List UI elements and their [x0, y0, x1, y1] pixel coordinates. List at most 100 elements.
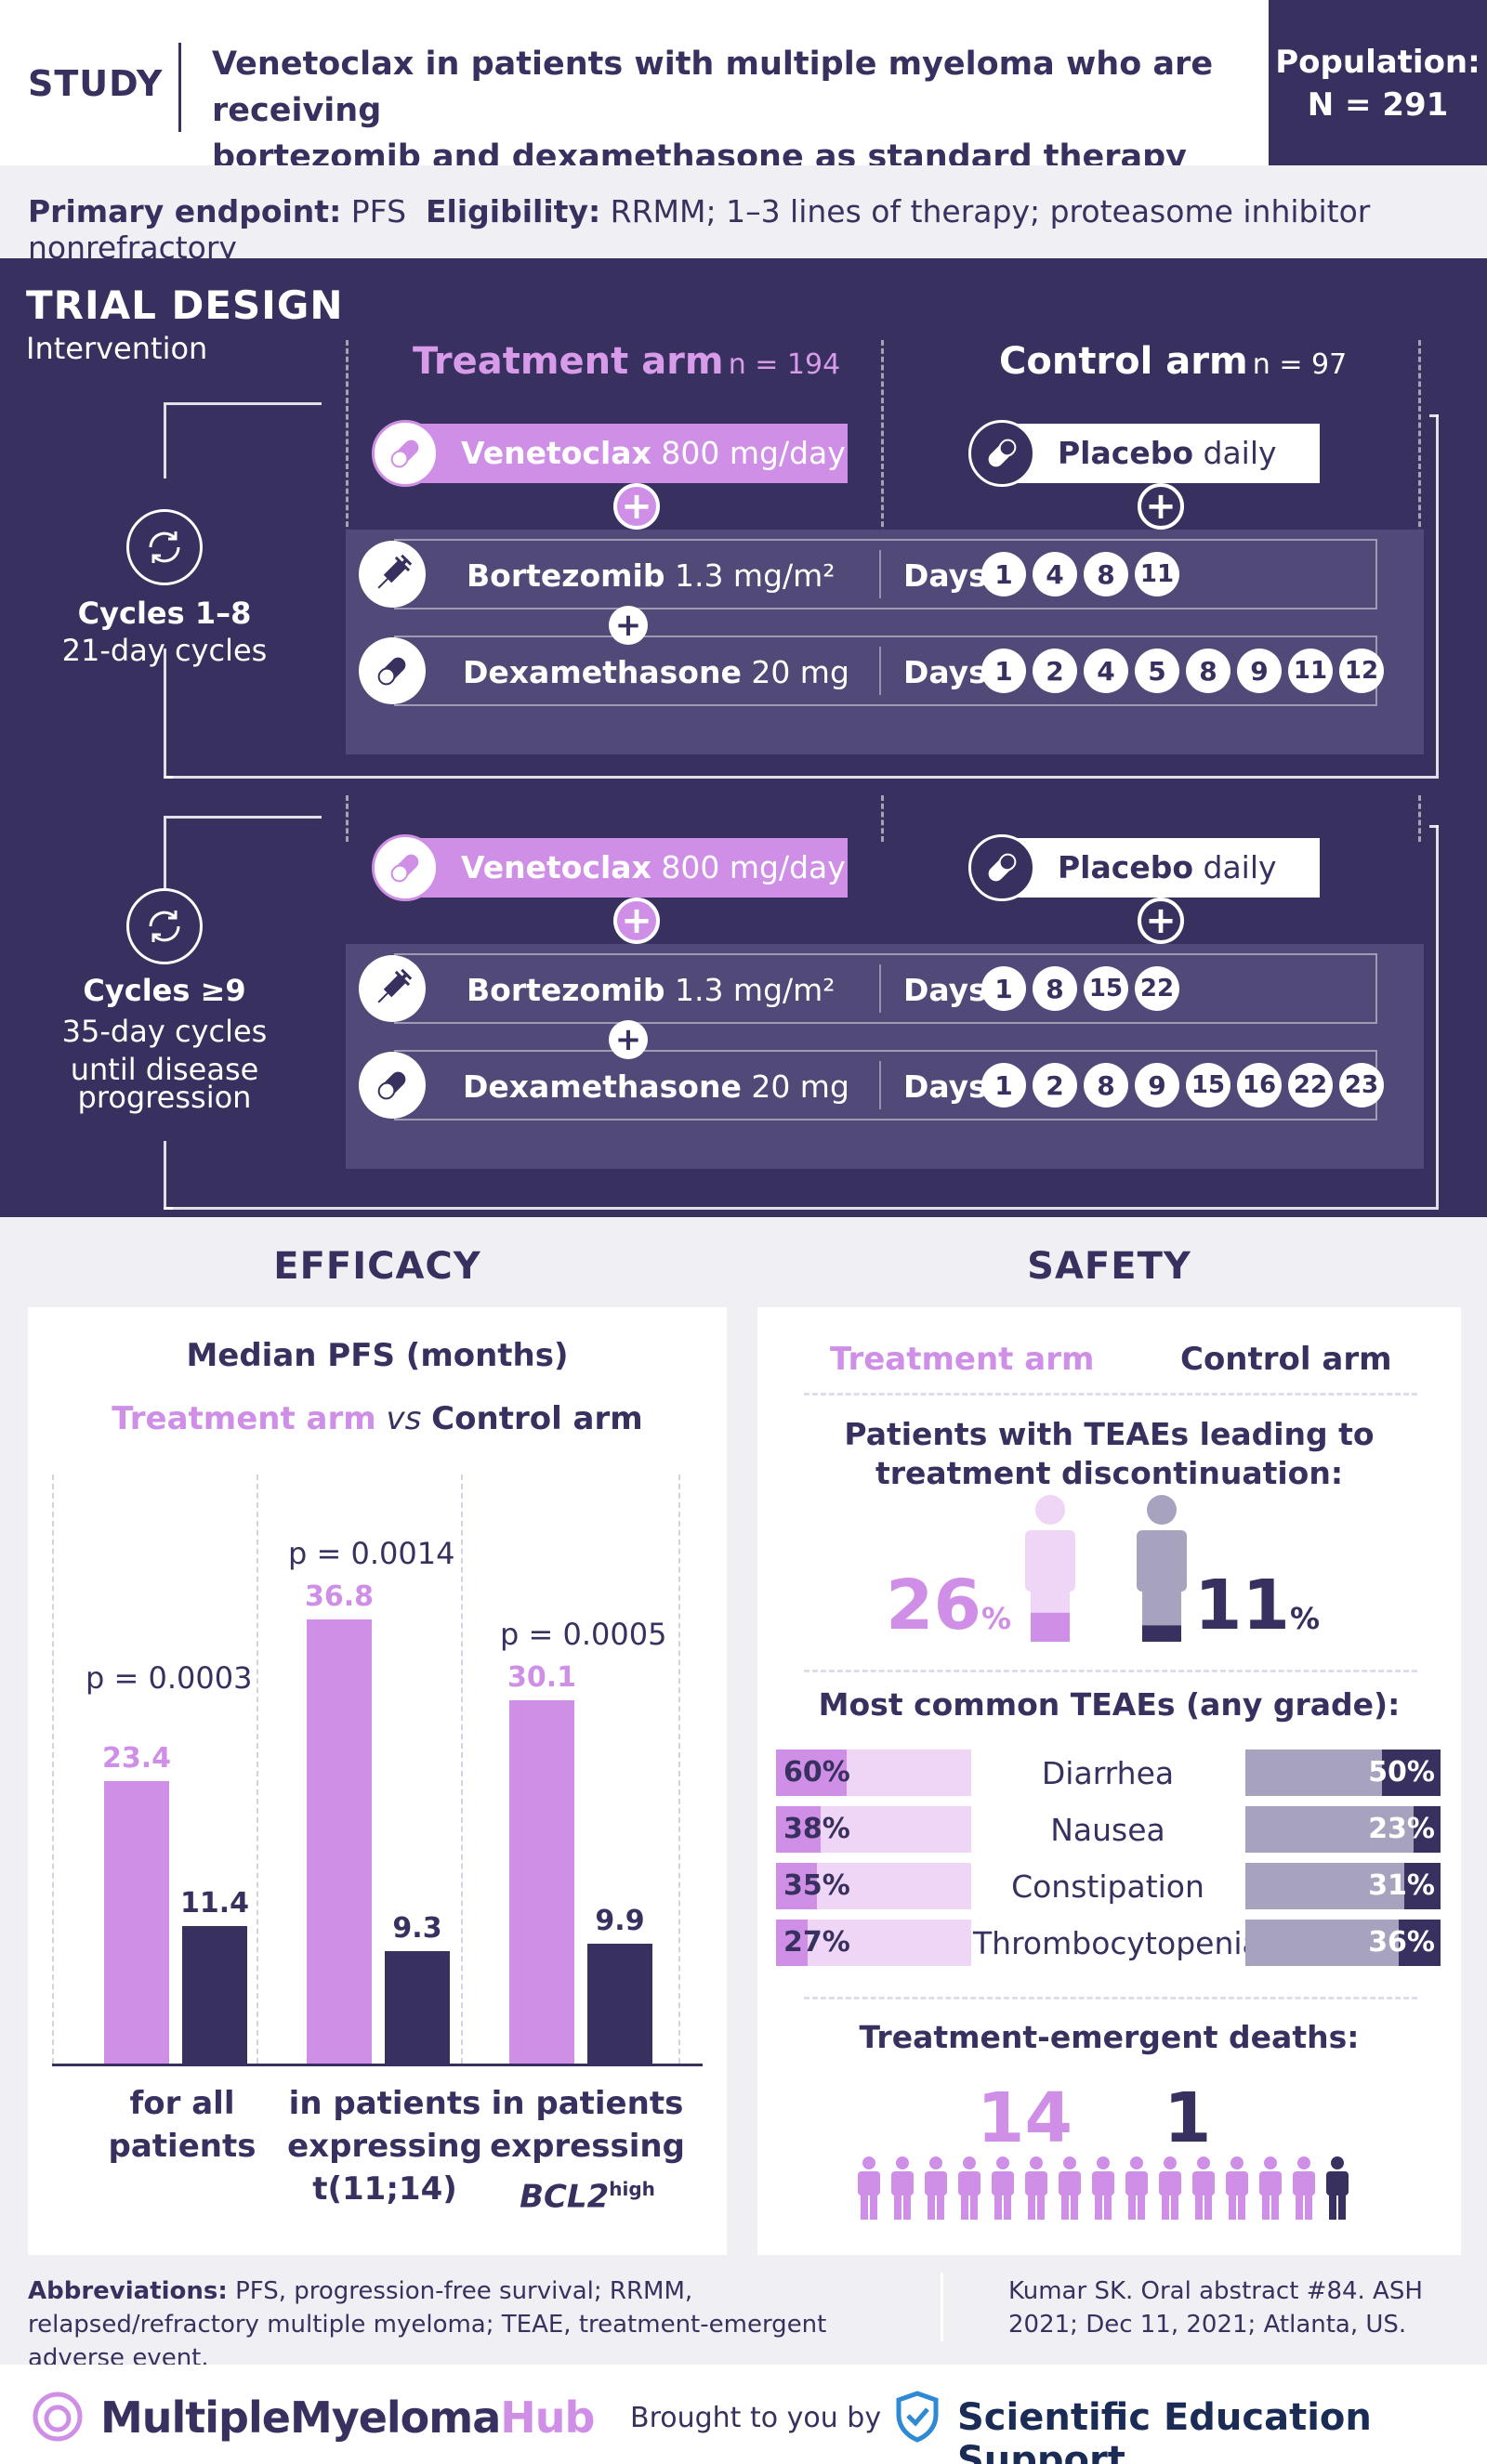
efficacy-title: EFFICACY	[273, 1245, 481, 1288]
day-circle: 23	[1339, 1063, 1384, 1107]
efficacy-panel: Median PFS (months) Treatment arm vs Con…	[28, 1307, 727, 2255]
teae-control-value: 23%	[1368, 1813, 1435, 1845]
day-circle: 5	[1135, 649, 1179, 693]
bortezomib-days: 1 8 15 22	[981, 966, 1372, 1013]
person-icon	[1025, 1495, 1075, 1642]
bar-value-label: 36.8	[304, 1579, 375, 1613]
bortezomib-dose: 1.3 mg/m²	[674, 972, 836, 1008]
venetoclax-dose: 800 mg/day	[661, 435, 846, 471]
cycle-bracket-side	[164, 853, 173, 890]
day-circle: 4	[1033, 552, 1077, 596]
column-divider	[881, 795, 884, 842]
day-circle: 9	[1237, 649, 1282, 693]
study-label: STUDY	[28, 63, 164, 104]
legend-treatment: Treatment arm	[112, 1400, 376, 1437]
bar-control	[182, 1925, 247, 2064]
teae-control-fill	[1414, 1806, 1441, 1853]
primary-endpoint-value: PFS	[350, 193, 407, 229]
trial-design-section: TRIAL DESIGN Intervention Treatment arm …	[0, 258, 1487, 1217]
dexamethasone-name: Dexamethasone	[463, 654, 742, 690]
teae-treatment-bar: 60%	[776, 1750, 971, 1796]
teae-treatment-value: 35%	[783, 1869, 850, 1902]
teae-treatment-bar: 35%	[776, 1863, 971, 1909]
day-circle: 22	[1288, 1063, 1333, 1107]
day-circle: 15	[1084, 966, 1128, 1011]
teae-treatment-bar: 38%	[776, 1806, 971, 1853]
pill-icon	[372, 420, 439, 487]
category-line: BCL2high	[485, 2168, 690, 2218]
dexamethasone-days: 1 2 4 5 8 9 11 12	[981, 649, 1384, 695]
placebo-name: Placebo	[1058, 849, 1194, 885]
cycle-bracket-top	[164, 402, 322, 478]
person-icon-treatment	[891, 2156, 914, 2220]
bar-control	[587, 1944, 652, 2064]
person-icon-treatment	[925, 2156, 947, 2220]
column-divider	[881, 340, 884, 593]
backbone-panel: Bortezomib 1.3 mg/m² Days 1 4 8 11 + Dexame…	[346, 530, 1424, 754]
bar-value-label: 9.3	[392, 1912, 442, 1946]
plus-icon: +	[609, 1020, 648, 1059]
teae-treatment-fill	[776, 1863, 818, 1909]
person-icon-treatment	[958, 2156, 980, 2220]
dexamethasone-label: Dexamethasone 20 mg	[463, 1068, 849, 1105]
legend-vs: vs	[386, 1400, 422, 1437]
category-text: BCL2	[520, 2178, 610, 2216]
row-divider	[879, 550, 881, 598]
bar-control	[385, 1951, 450, 2064]
teae-control-bar: 31%	[1245, 1863, 1441, 1909]
cycle-title: Cycles ≥9	[83, 973, 246, 1008]
brand-name: MultipleMyelomaHub	[100, 2392, 595, 2443]
pill-icon	[968, 420, 1035, 487]
divider	[804, 1670, 1417, 1672]
category-line: t(11;14)	[283, 2168, 487, 2210]
discontinuation-title-line2: treatment discontinuation:	[875, 1455, 1344, 1491]
cycle-icon	[126, 888, 203, 964]
person-icon-treatment	[1259, 2156, 1282, 2220]
syringe-icon	[359, 541, 426, 608]
days-label: Days	[903, 1068, 987, 1105]
dexamethasone-row: Dexamethasone 20 mg Days 1 2 4 5 8 9 11 12	[394, 636, 1384, 706]
dexamethasone-row: Dexamethasone 20 mg Days 1 2 8 9 15 16 22 23	[394, 1050, 1384, 1121]
phase-bracket	[164, 414, 1439, 779]
bar-treatment	[509, 1699, 574, 2064]
backbone-panel: Bortezomib 1.3 mg/m² Days 1 8 15 22 + Dexam…	[346, 944, 1424, 1169]
bar-treatment	[307, 1619, 372, 2064]
teae-control-bar: 36%	[1245, 1920, 1441, 1966]
study-header: STUDY Venetoclax in patients with multip…	[0, 0, 1487, 222]
plus-icon: +	[613, 898, 660, 944]
bar-value-label: 11.4	[179, 1886, 250, 1920]
legend-control: Control arm	[431, 1400, 643, 1437]
teae-name: Thrombocytopenia	[973, 1925, 1261, 1961]
row-divider	[879, 1061, 881, 1109]
eligibility-label: Eligibility:	[426, 193, 601, 229]
person-icon-treatment	[1092, 2156, 1114, 2220]
teae-title: Most common TEAEs (any grade):	[818, 1686, 1401, 1723]
cycle-length: 21-day cycles	[61, 633, 268, 668]
endpoint-bar: Primary endpoint: PFS Eligibility: RRMM;…	[0, 165, 1487, 266]
days-label: Days	[903, 557, 987, 594]
day-circle: 2	[1033, 1063, 1077, 1107]
percent-sign: %	[980, 1601, 1012, 1636]
day-circle: 1	[981, 649, 1026, 693]
placebo-bar: Placebo daily	[1004, 424, 1320, 483]
column-divider	[346, 795, 349, 842]
phase-bracket	[164, 825, 1439, 1210]
bar-value-label: 30.1	[507, 1660, 577, 1694]
category-label: in patients expressing BCL2high	[485, 2082, 690, 2218]
person-icon-treatment	[1192, 2156, 1215, 2220]
grid-line	[678, 1474, 680, 2064]
venetoclax-name: Venetoclax	[461, 435, 651, 471]
reference: Kumar SK. Oral abstract #84. ASH 2021; D…	[1008, 2277, 1423, 2339]
chart-baseline	[52, 2064, 703, 2066]
category-text: t(11;14)	[312, 2170, 457, 2208]
venetoclax-connector: +	[613, 483, 660, 557]
population-value: N = 291	[1307, 86, 1449, 124]
population-box: Population: N = 291	[1269, 0, 1487, 165]
plus-icon: +	[613, 483, 660, 530]
day-circle: 15	[1186, 1063, 1230, 1107]
column-divider	[1418, 340, 1421, 593]
pfs-bar-chart: 23.4 11.4 p = 0.0003 for all patients 36.8 9.3…	[28, 1307, 727, 2255]
cycle-label: Cycles 1–8 21-day cycles	[30, 595, 299, 669]
teae-name: Diarrhea	[1041, 1755, 1175, 1791]
deaths-title: Treatment-emergent deaths:	[859, 2019, 1360, 2055]
